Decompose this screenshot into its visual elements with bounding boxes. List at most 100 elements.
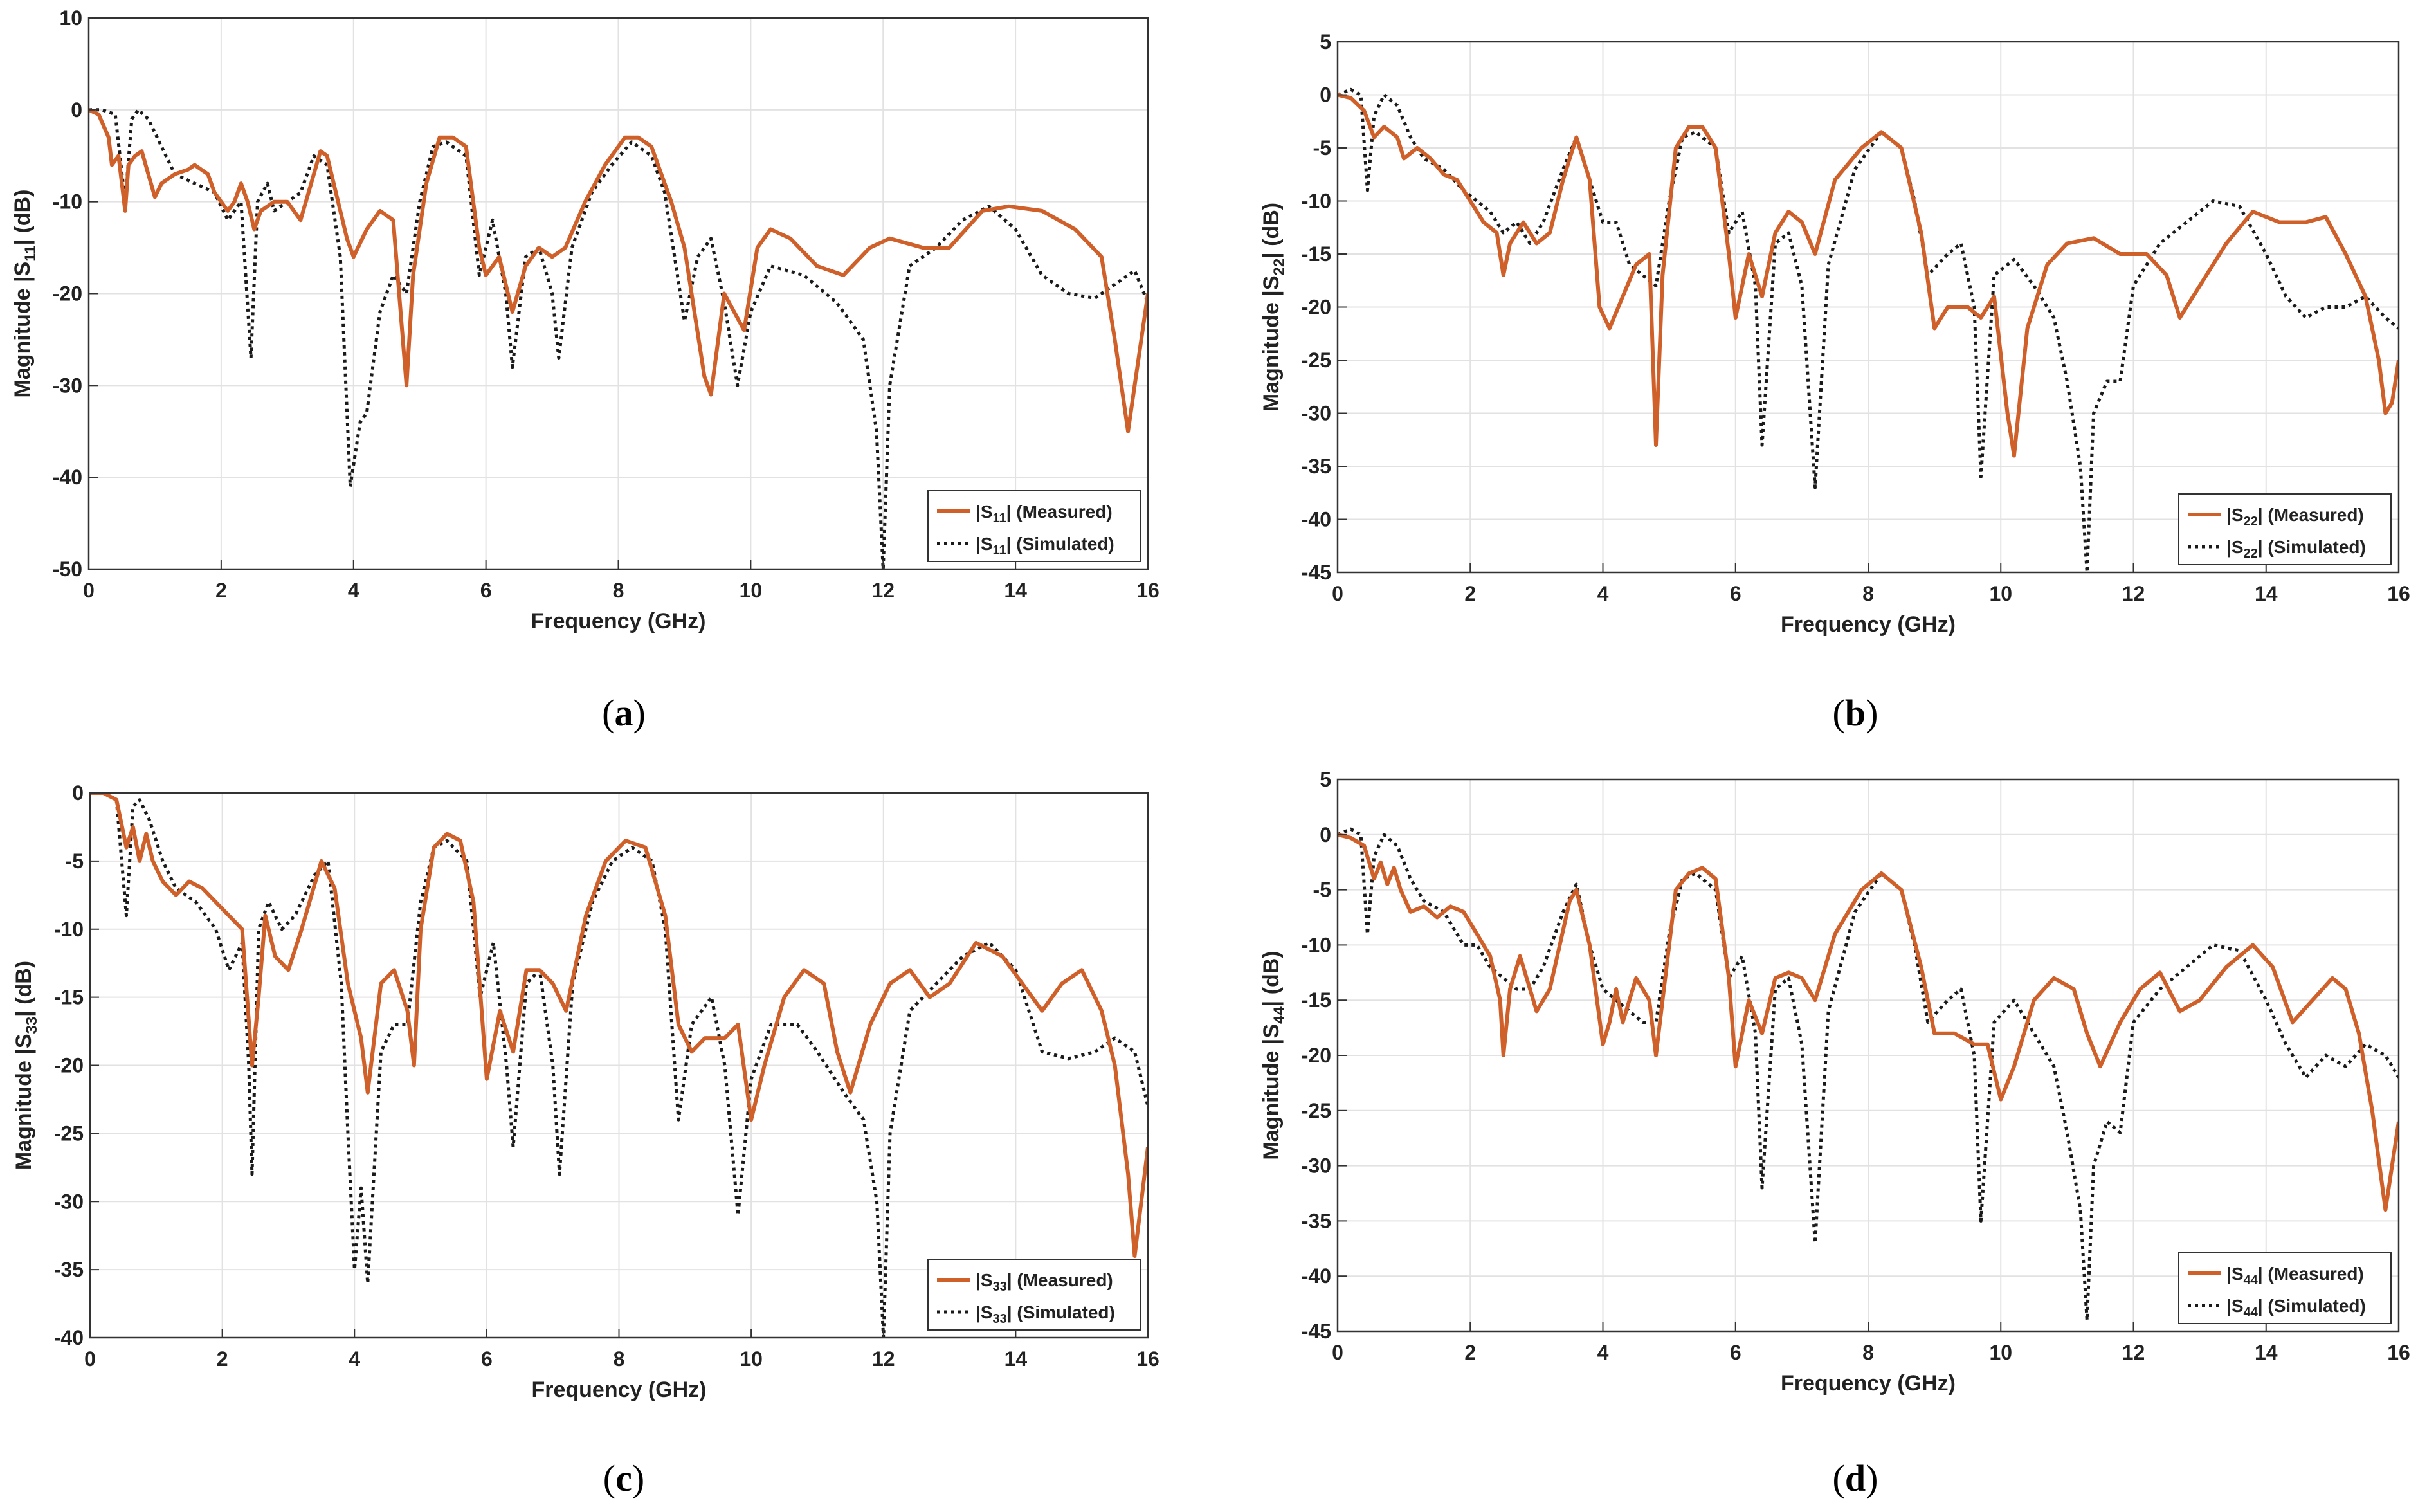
y-tick-label: -30 (1302, 1154, 1331, 1178)
y-tick-label: -45 (1302, 561, 1331, 584)
y-tick-label: -50 (53, 558, 82, 581)
caption-d: (d) (1832, 1457, 1878, 1499)
x-tick-label: 4 (348, 579, 359, 602)
caption-b: (b) (1832, 692, 1878, 734)
x-tick-label: 12 (872, 1347, 895, 1371)
y-tick-label: -30 (1302, 402, 1331, 425)
legend: |S11| (Measured) |S11| (Simulated) (927, 490, 1141, 562)
y-tick-label: 5 (1320, 768, 1331, 791)
x-axis-title: Frequency (GHz) (1781, 612, 1956, 637)
x-tick-label: 6 (1730, 582, 1741, 605)
x-tick-label: 8 (1862, 1341, 1874, 1364)
y-tick-label: -40 (53, 466, 82, 489)
y-tick-label: -30 (53, 374, 82, 397)
legend: |S44| (Measured) |S44| (Simulated) (2178, 1252, 2392, 1324)
x-tick-label: 14 (2255, 582, 2278, 605)
x-tick-label: 0 (1332, 582, 1343, 605)
chart-a-svg: 0 2 4 6 8 10 12 14 16 -50 -40 -30 -20 -10 0 10 Frequency… (10, 6, 1159, 633)
y-tick-label: -25 (54, 1122, 84, 1145)
y-tick-label: -20 (53, 282, 82, 305)
legend-label-measured: |S44| (Measured) (2226, 1264, 2364, 1288)
series-line-measured (89, 108, 1148, 433)
x-tick-label: 10 (1989, 582, 2012, 605)
y-tick-label: 0 (1320, 84, 1331, 107)
series-line-simulated (1338, 827, 2399, 1322)
y-axis-title: Magnitude |S33| (dB) (12, 961, 41, 1170)
x-tick-label: 14 (1004, 1347, 1028, 1371)
x-tick-label: 0 (1332, 1341, 1343, 1364)
x-tick-label: 4 (1597, 1341, 1609, 1364)
y-tick-label: -10 (1302, 933, 1331, 956)
x-tick-label: 2 (1464, 582, 1476, 605)
series-line-simulated (89, 108, 1148, 569)
x-tick-label: 8 (1862, 582, 1874, 605)
x-tick-label: 8 (614, 1347, 625, 1371)
x-tick-label: 12 (2122, 582, 2145, 605)
x-tick-label: 12 (2122, 1341, 2145, 1364)
caption-c-letter: c (615, 1457, 632, 1499)
legend-label-simulated: |S22| (Simulated) (2226, 537, 2366, 561)
x-tick-label: 16 (2387, 582, 2410, 605)
chart-d-svg: 0 2 4 6 8 10 12 14 16 -45 -40 -35 -30 -25 -20 -15 -10 -5 0… (1259, 768, 2410, 1396)
y-tick-label: -40 (1302, 508, 1331, 531)
x-tick-label: 6 (480, 579, 492, 602)
x-tick-label: 10 (740, 579, 763, 602)
x-tick-label: 6 (481, 1347, 493, 1371)
y-tick-label: -15 (1302, 988, 1331, 1012)
x-tick-label: 4 (349, 1347, 360, 1371)
chart-panel-c: 0 2 4 6 8 10 12 14 16 -40 -35 -30 -25 -20 -15 -10 -5 0 Fre… (0, 772, 1177, 1428)
x-tick-label: 10 (1989, 1341, 2012, 1364)
y-tick-label: 0 (71, 98, 82, 122)
y-tick-label: 0 (72, 781, 84, 805)
x-tick-label: 2 (217, 1347, 228, 1371)
series-line-simulated (90, 793, 1148, 1338)
y-tick-label: 10 (59, 6, 82, 30)
y-tick-label: 0 (1320, 823, 1331, 846)
y-tick-label: -15 (54, 986, 84, 1009)
x-tick-label: 2 (215, 579, 227, 602)
y-tick-label: -30 (54, 1190, 84, 1213)
chart-panel-d: 0 2 4 6 8 10 12 14 16 -45 -40 -35 -30 -25 -20 -15 -10 -5 0… (1251, 768, 2418, 1428)
y-tick-label: -20 (54, 1054, 84, 1077)
y-tick-label: -20 (1302, 296, 1331, 319)
x-tick-label: 2 (1464, 1341, 1476, 1364)
legend: |S22| (Measured) |S22| (Simulated) (2178, 493, 2392, 565)
x-axis-title: Frequency (GHz) (1781, 1371, 1956, 1396)
chart-c-svg: 0 2 4 6 8 10 12 14 16 -40 -35 -30 -25 -20 -15 -10 -5 0 Fre… (12, 781, 1159, 1402)
chart-panel-a: 0 2 4 6 8 10 12 14 16 -50 -40 -30 -20 -10 0 10 Frequency… (0, 0, 1177, 656)
y-tick-label: -10 (1302, 190, 1331, 213)
x-tick-label: 16 (1136, 579, 1159, 602)
y-tick-label: -5 (1313, 879, 1331, 902)
x-tick-label: 14 (2255, 1341, 2278, 1364)
x-tick-label: 4 (1597, 582, 1609, 605)
legend-label-simulated: |S44| (Simulated) (2226, 1296, 2366, 1320)
x-tick-label: 16 (2387, 1341, 2410, 1364)
y-tick-label: -25 (1302, 1099, 1331, 1122)
x-tick-label: 10 (740, 1347, 763, 1371)
y-tick-label: -5 (66, 850, 84, 873)
chart-b-svg: 0 2 4 6 8 10 12 14 16 -45 -40 -35 -30 -25 -20 -15 -10 -5 0… (1259, 30, 2410, 637)
y-tick-label: -5 (1313, 136, 1331, 159)
y-axis-title: Magnitude |S22| (dB) (1259, 203, 1288, 412)
legend-label-simulated: |S11| (Simulated) (976, 534, 1114, 558)
y-axis-title: Magnitude |S44| (dB) (1259, 951, 1288, 1160)
x-axis-title: Frequency (GHz) (531, 1378, 706, 1402)
series-line-measured (1338, 832, 2399, 1212)
legend-label-measured: |S11| (Measured) (976, 502, 1113, 525)
y-tick-label: -35 (1302, 1209, 1331, 1232)
y-axis-title: Magnitude |S11| (dB) (10, 190, 39, 398)
x-tick-label: 0 (83, 579, 95, 602)
legend-label-measured: |S22| (Measured) (2226, 505, 2364, 529)
x-tick-label: 6 (1730, 1341, 1741, 1364)
y-tick-label: -45 (1302, 1320, 1331, 1343)
y-tick-label: -20 (1302, 1044, 1331, 1067)
series-line-measured (90, 793, 1148, 1258)
x-tick-label: 12 (871, 579, 895, 602)
x-tick-label: 14 (1004, 579, 1027, 602)
y-tick-label: -25 (1302, 349, 1331, 372)
legend-label-simulated: |S33| (Simulated) (976, 1302, 1115, 1326)
y-tick-label: -15 (1302, 242, 1331, 266)
series-line-simulated (1338, 87, 2399, 572)
x-axis-title: Frequency (GHz) (531, 609, 705, 633)
chart-panel-b: 0 2 4 6 8 10 12 14 16 -45 -40 -35 -30 -25 -20 -15 -10 -5 0… (1251, 0, 2418, 656)
